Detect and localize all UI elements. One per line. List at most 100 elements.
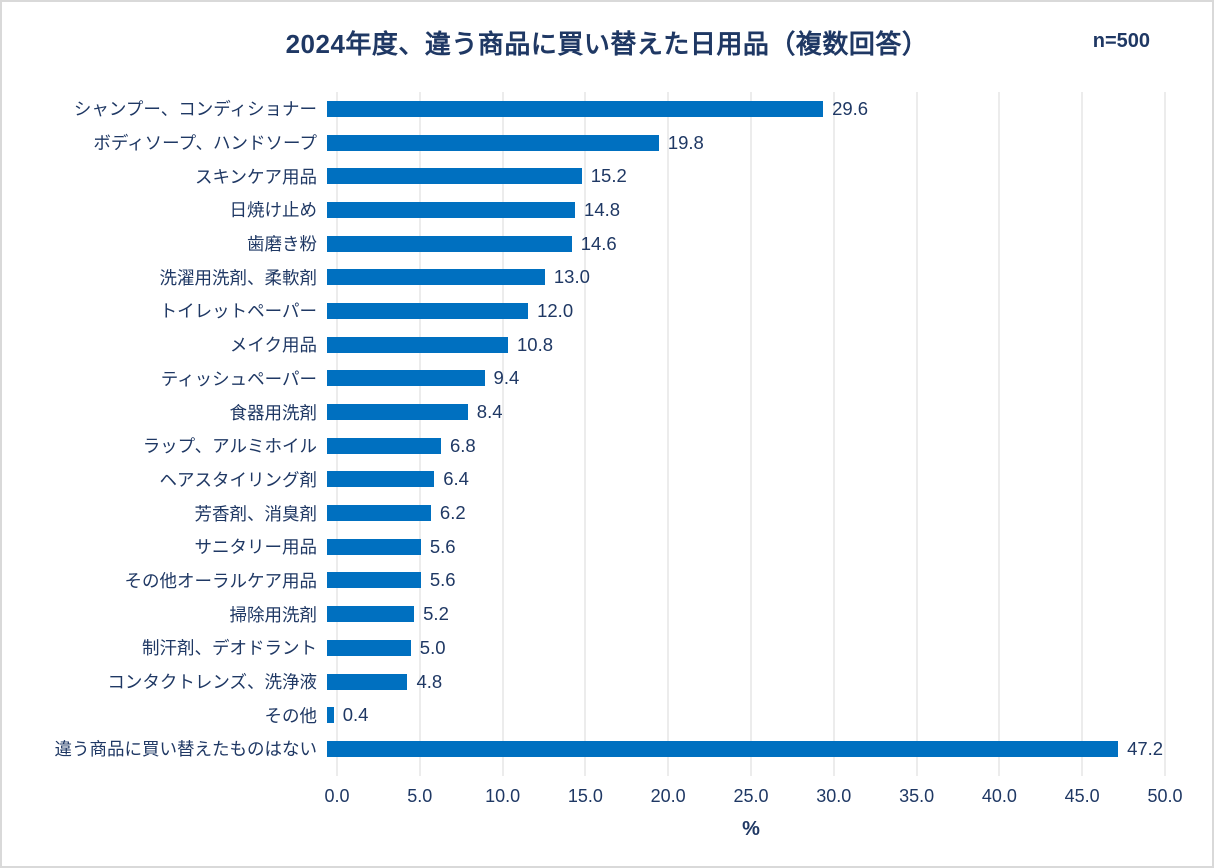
value-label: 6.8: [449, 434, 476, 456]
bar-track: 12.0: [327, 299, 1165, 321]
bar[interactable]: [327, 572, 421, 589]
value-label: 15.2: [590, 165, 627, 187]
bar[interactable]: [327, 302, 529, 319]
category-label: 日焼け止め: [229, 200, 318, 221]
category-label: 掃除用洗剤: [229, 604, 318, 625]
category-label: その他: [264, 705, 318, 726]
bar[interactable]: [327, 100, 824, 117]
bar-row: コンタクトレンズ、洗浄液 4.8: [2, 665, 1165, 699]
value-label: 4.8: [416, 670, 443, 692]
bar-row: その他オーラルケア用品 5.6: [2, 564, 1165, 598]
category-label: ティッシュペーパー: [160, 368, 317, 389]
gridline: [750, 92, 752, 776]
category-label: 洗濯用洗剤、柔軟剤: [159, 267, 318, 288]
value-label: 5.2: [423, 603, 449, 625]
category-label: スキンケア用品: [195, 166, 317, 187]
bar-track: 6.2: [327, 502, 1165, 524]
bar-track: 19.8: [327, 131, 1165, 153]
bar[interactable]: [327, 471, 435, 488]
bar[interactable]: [327, 740, 1119, 757]
bar-row: ボディソープ、ハンドソープ 19.8: [2, 126, 1165, 160]
bar[interactable]: [327, 437, 441, 454]
x-axis-unit-label: %: [742, 818, 760, 840]
bar-row: 制汗剤、デオドラント 5.0: [2, 631, 1165, 665]
value-label: 10.8: [517, 333, 554, 355]
bar-row: 日焼け止め 14.8: [2, 193, 1165, 227]
bar-track: 10.8: [327, 333, 1165, 355]
category-label: トイレットペーパー: [159, 301, 317, 322]
bar-rows: シャンプー、コンディショナー 29.6 ボディソープ、ハンドソープ 19.8 スキンケア…: [2, 92, 1165, 766]
gridline: [833, 92, 835, 776]
bar-track: 0.4: [327, 705, 1165, 724]
bar-row: その他 0.4: [2, 698, 1165, 732]
x-tick-label: 50.0: [1147, 786, 1183, 806]
bar[interactable]: [327, 606, 415, 623]
category-label: 食器用洗剤: [229, 402, 318, 423]
bar-track: 4.8: [327, 670, 1165, 692]
value-label: 5.6: [429, 569, 456, 591]
bar[interactable]: [327, 201, 576, 218]
x-tick-label: 30.0: [816, 786, 852, 806]
value-label: 5.6: [429, 535, 456, 557]
category-label: コンタクトレンズ、洗浄液: [107, 672, 317, 693]
bar-row: 違う商品に買い替えたものはない 47.2: [2, 732, 1165, 766]
x-tick-label: 40.0: [981, 786, 1017, 806]
value-label: 6.2: [439, 502, 466, 524]
bar-track: 5.6: [327, 535, 1165, 557]
bar[interactable]: [327, 370, 485, 387]
value-label: 19.8: [667, 131, 704, 153]
bar-track: 5.2: [327, 603, 1165, 625]
bar-track: 5.0: [327, 636, 1165, 658]
bar-row: シャンプー、コンディショナー 29.6: [2, 92, 1165, 126]
bar-row: サニタリー用品 5.6: [2, 530, 1165, 564]
bar[interactable]: [327, 505, 431, 522]
bar[interactable]: [327, 235, 572, 252]
value-label: 5.0: [419, 636, 446, 658]
value-label: 47.2: [1127, 737, 1164, 759]
category-label: サニタリー用品: [194, 537, 318, 558]
bar[interactable]: [327, 336, 508, 353]
category-label: シャンプー、コンディショナー: [73, 99, 317, 120]
value-label: 14.8: [584, 198, 621, 220]
category-label: 歯磨き粉: [247, 234, 317, 255]
bar[interactable]: [327, 168, 582, 185]
x-tick-label: 15.0: [567, 786, 603, 806]
bar[interactable]: [327, 269, 545, 286]
bar-chart: シャンプー、コンディショナー 29.6 ボディソープ、ハンドソープ 19.8 スキンケア…: [2, 92, 1183, 840]
bar[interactable]: [327, 639, 411, 656]
category-label: 制汗剤、デオドラント: [142, 638, 317, 659]
value-label: 8.4: [476, 401, 503, 423]
bar-row: スキンケア用品 15.2: [2, 159, 1165, 193]
value-label: 12.0: [537, 299, 574, 321]
bar[interactable]: [327, 404, 468, 421]
category-label: 違う商品に買い替えたものはない: [54, 739, 318, 760]
x-tick-label: 20.0: [650, 786, 686, 806]
bar-row: メイク用品 10.8: [2, 328, 1165, 362]
bar-track: 6.8: [327, 434, 1165, 456]
category-label: 芳香剤、消臭剤: [194, 503, 318, 524]
bar-track: 8.4: [327, 401, 1165, 423]
bar-row: 芳香剤、消臭剤 6.2: [2, 496, 1165, 530]
gridline: [502, 92, 504, 776]
bar[interactable]: [327, 538, 421, 555]
bar-row: トイレットペーパー 12.0: [2, 294, 1165, 328]
bar-row: 食器用洗剤 8.4: [2, 395, 1165, 429]
gridline: [584, 92, 586, 776]
bar-track: 13.0: [327, 266, 1165, 288]
bar-track: 9.4: [327, 369, 1165, 387]
value-label: 14.6: [580, 232, 617, 254]
category-label: その他オーラルケア用品: [124, 570, 318, 591]
bar-track: 29.6: [327, 99, 1165, 118]
bar[interactable]: [327, 707, 334, 724]
category-label: ラップ、アルミホイル: [142, 436, 317, 457]
bar-row: ラップ、アルミホイル 6.8: [2, 429, 1165, 463]
bar[interactable]: [327, 134, 659, 151]
gridline: [1081, 92, 1083, 776]
value-label: 13.0: [553, 266, 590, 288]
bar[interactable]: [327, 673, 408, 690]
category-label: ヘアスタイリング剤: [159, 469, 318, 490]
sample-size-label: n=500: [1092, 30, 1150, 52]
gridline: [916, 92, 918, 776]
category-label: メイク用品: [229, 335, 317, 356]
